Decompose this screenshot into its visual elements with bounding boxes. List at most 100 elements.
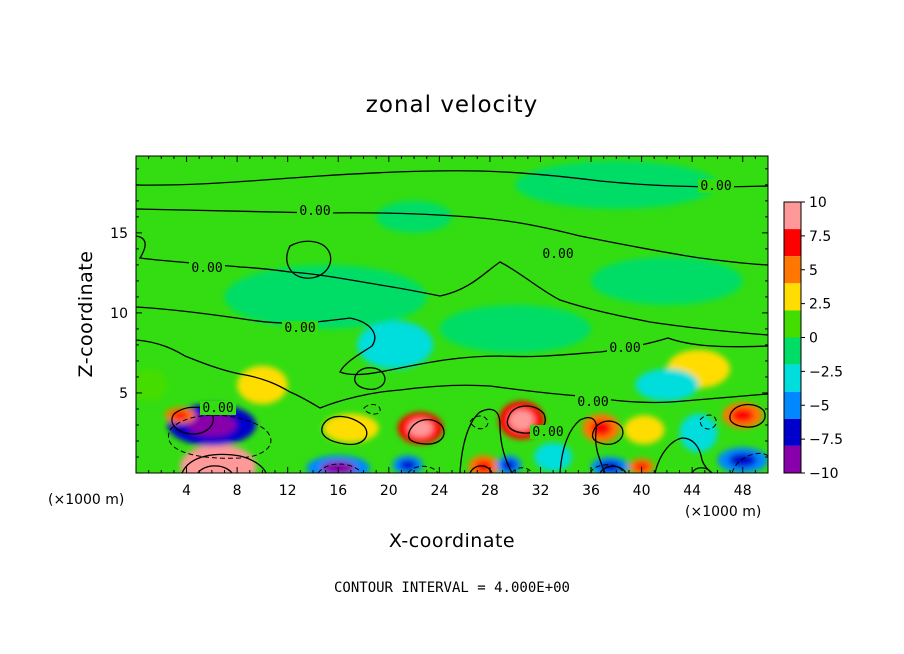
field-anomaly bbox=[635, 368, 699, 401]
y-tick-label: 15 bbox=[110, 226, 128, 242]
x-tick-label: 36 bbox=[582, 483, 600, 499]
contour-line-negative bbox=[167, 414, 272, 459]
colorbar-swatch bbox=[784, 256, 801, 284]
contour-line-negative bbox=[511, 467, 533, 473]
contour-line bbox=[599, 465, 627, 473]
x-tick-label: 24 bbox=[430, 483, 448, 499]
field-anomaly bbox=[515, 160, 718, 209]
contour-line bbox=[459, 408, 513, 473]
contour-line-negative bbox=[731, 452, 768, 473]
field-anomaly bbox=[534, 442, 573, 472]
contour-label-bg bbox=[282, 321, 318, 335]
x-tick-label: 8 bbox=[233, 483, 242, 499]
contour-line bbox=[559, 417, 606, 473]
x-unit-note-left: (×1000 m) bbox=[48, 492, 124, 508]
colorbar-tick-label: 5 bbox=[809, 263, 818, 279]
contour-label: 0.00 bbox=[299, 204, 330, 219]
colorbar-swatch bbox=[784, 364, 801, 392]
x-tick-label: 44 bbox=[683, 483, 701, 499]
colorbar-tick-label: 0 bbox=[809, 331, 818, 347]
field-anomaly bbox=[679, 413, 718, 453]
contour-label-bg bbox=[607, 341, 643, 355]
contour-line bbox=[654, 437, 713, 473]
y-tick-label: 5 bbox=[119, 386, 128, 402]
field-anomaly bbox=[357, 320, 434, 369]
contour-line bbox=[286, 240, 332, 279]
field-anomaly bbox=[237, 365, 288, 405]
colorbar-tick-label: −7.5 bbox=[809, 432, 843, 448]
colorbar-swatch bbox=[784, 337, 801, 365]
colorbar: 10 7.5 5 2.5 0 −2.5 −5 −7.5 −10 bbox=[783, 195, 843, 482]
x-tick-label: 16 bbox=[329, 483, 347, 499]
field-anomaly-core bbox=[197, 454, 240, 473]
field-anomaly-core bbox=[731, 408, 754, 423]
colorbar-swatch bbox=[784, 445, 801, 473]
field-anomaly bbox=[591, 256, 743, 305]
colorbar-tick-label: −2.5 bbox=[809, 364, 843, 380]
colorbar-swatch bbox=[784, 391, 801, 419]
field-anomaly-core bbox=[509, 409, 535, 431]
contour-label: 0.00 bbox=[609, 341, 640, 356]
negative-contours bbox=[167, 404, 768, 473]
x-tick-label: 4 bbox=[182, 483, 191, 499]
contour-label: 0.00 bbox=[284, 321, 315, 336]
contour-line bbox=[181, 453, 267, 473]
colorbar-swatch bbox=[784, 229, 801, 257]
contour-line-negative bbox=[363, 404, 381, 415]
contour-label: 0.00 bbox=[542, 247, 573, 262]
contour-line bbox=[591, 420, 624, 445]
contour-label-bg bbox=[297, 204, 333, 218]
contour-interval-note: CONTOUR INTERVAL = 4.000E+00 bbox=[334, 580, 570, 596]
x-tick-label: 40 bbox=[633, 483, 651, 499]
colorbar-swatch bbox=[784, 310, 801, 338]
y-tick-label: 10 bbox=[110, 306, 128, 322]
contour-line bbox=[354, 367, 386, 390]
contour-line bbox=[136, 339, 768, 409]
contour-label-bg bbox=[189, 261, 225, 275]
velocity-field bbox=[136, 156, 768, 473]
field-anomaly-core bbox=[399, 459, 417, 471]
field-anomaly bbox=[224, 264, 427, 329]
y-axis: 5 10 15 bbox=[110, 168, 768, 458]
colorbar-swatch bbox=[784, 418, 801, 446]
chart-title: zonal velocity bbox=[366, 92, 538, 118]
contour-label: 0.00 bbox=[577, 395, 608, 410]
field-anomaly bbox=[623, 415, 665, 445]
x-tick-label: 12 bbox=[279, 483, 297, 499]
field-anomaly-core bbox=[171, 410, 189, 420]
field-anomaly bbox=[323, 413, 379, 443]
contour-label-bg bbox=[540, 247, 576, 261]
contour-line bbox=[171, 406, 214, 435]
x-axis: 4 8 12 16 20 24 28 32 36 40 44 48 bbox=[148, 156, 756, 499]
contour-line bbox=[321, 415, 368, 446]
contour-line bbox=[407, 419, 445, 445]
field-anomaly bbox=[376, 200, 452, 233]
contour-label-bg bbox=[530, 425, 566, 439]
field-anomaly-core bbox=[728, 453, 757, 468]
contour-line bbox=[136, 170, 768, 188]
contour-label-bg bbox=[698, 179, 734, 193]
colorbar-tick-label: 10 bbox=[809, 195, 827, 211]
contour-line-negative bbox=[317, 463, 363, 473]
colorbar-tick-label: −10 bbox=[809, 466, 839, 482]
y-axis-label: Z-coordinate bbox=[75, 251, 97, 378]
colorbar-swatch bbox=[784, 283, 801, 311]
contour-line bbox=[136, 208, 768, 266]
contour-label: 0.00 bbox=[532, 425, 563, 440]
contour-line bbox=[469, 465, 493, 473]
contour-label: 0.00 bbox=[700, 179, 731, 194]
contour-label: 0.00 bbox=[202, 401, 233, 416]
field-anomaly-core bbox=[634, 462, 649, 471]
x-tick-label: 20 bbox=[380, 483, 398, 499]
x-tick-label: 32 bbox=[532, 483, 550, 499]
field-anomaly-core bbox=[501, 459, 516, 471]
contour-line bbox=[729, 403, 766, 428]
field-anomaly bbox=[136, 368, 168, 401]
x-axis-label: X-coordinate bbox=[389, 530, 515, 552]
colorbar-swatch bbox=[784, 202, 801, 230]
field-anomaly bbox=[439, 304, 592, 353]
contour-label-bg bbox=[575, 395, 611, 409]
colorbar-tick-label: 7.5 bbox=[809, 229, 831, 245]
contour-labels: 0.00 0.00 0.00 0.00 0.00 0.00 0.00 0.00 0.00 bbox=[189, 179, 734, 440]
